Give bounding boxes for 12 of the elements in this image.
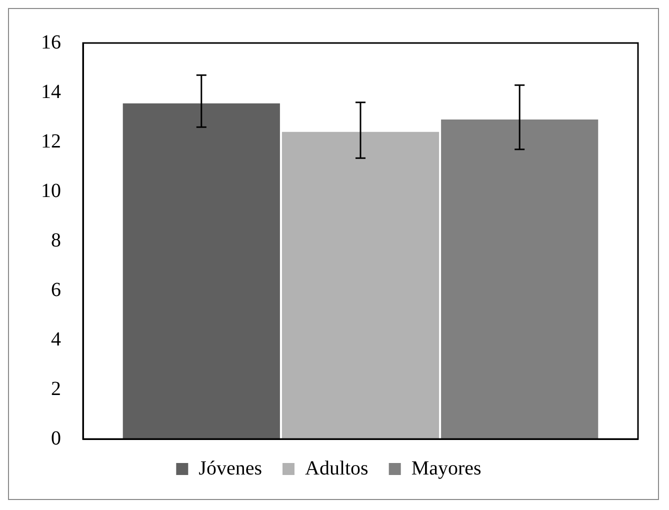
y-tick-label: 10: [41, 180, 61, 202]
y-tick-label: 14: [41, 80, 61, 103]
y-tick-label: 16: [41, 31, 61, 54]
legend-label: Mayores: [411, 457, 482, 480]
y-tick-label: 6: [51, 278, 61, 301]
y-tick-label: 0: [51, 427, 61, 450]
y-tick-label: 2: [51, 378, 61, 400]
y-tick-label: 8: [51, 229, 61, 252]
legend-label: Jóvenes: [198, 457, 262, 480]
legend-label: Adultos: [305, 457, 369, 480]
y-tick-label: 4: [51, 328, 61, 350]
y-tick-label: 12: [41, 130, 61, 152]
